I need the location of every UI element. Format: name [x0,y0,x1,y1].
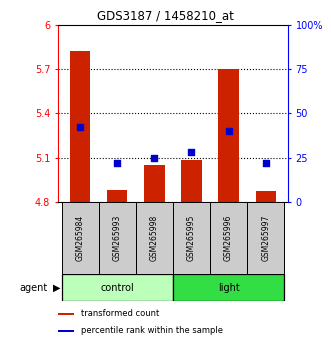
Text: GSM265984: GSM265984 [76,215,85,261]
Text: GSM265996: GSM265996 [224,215,233,261]
Bar [181,160,202,202]
Bar [136,202,173,274]
Text: percentile rank within the sample: percentile rank within the sample [81,326,223,335]
Bar [58,313,74,315]
Bar [173,274,284,301]
Bar [58,330,74,332]
Bar [70,51,90,202]
Text: GSM265997: GSM265997 [261,215,270,261]
Point [115,160,120,166]
Text: GDS3187 / 1458210_at: GDS3187 / 1458210_at [97,9,234,22]
Point [263,160,268,166]
Bar [173,202,210,274]
Bar [107,190,127,202]
Point [152,155,157,160]
Text: GSM265998: GSM265998 [150,215,159,261]
Point [226,128,231,134]
Text: control: control [100,282,134,293]
Text: agent: agent [20,282,48,293]
Text: GSM265993: GSM265993 [113,215,122,261]
Point [189,149,194,155]
Point [77,125,83,130]
Bar [210,202,247,274]
Bar [99,202,136,274]
Text: transformed count: transformed count [81,309,159,318]
Text: GSM265995: GSM265995 [187,215,196,261]
Bar [218,69,239,202]
Text: light: light [218,282,240,293]
Bar [144,165,165,202]
Bar [247,202,284,274]
Text: ▶: ▶ [53,282,61,293]
Bar [256,192,276,202]
Bar [62,274,173,301]
Bar [62,202,99,274]
